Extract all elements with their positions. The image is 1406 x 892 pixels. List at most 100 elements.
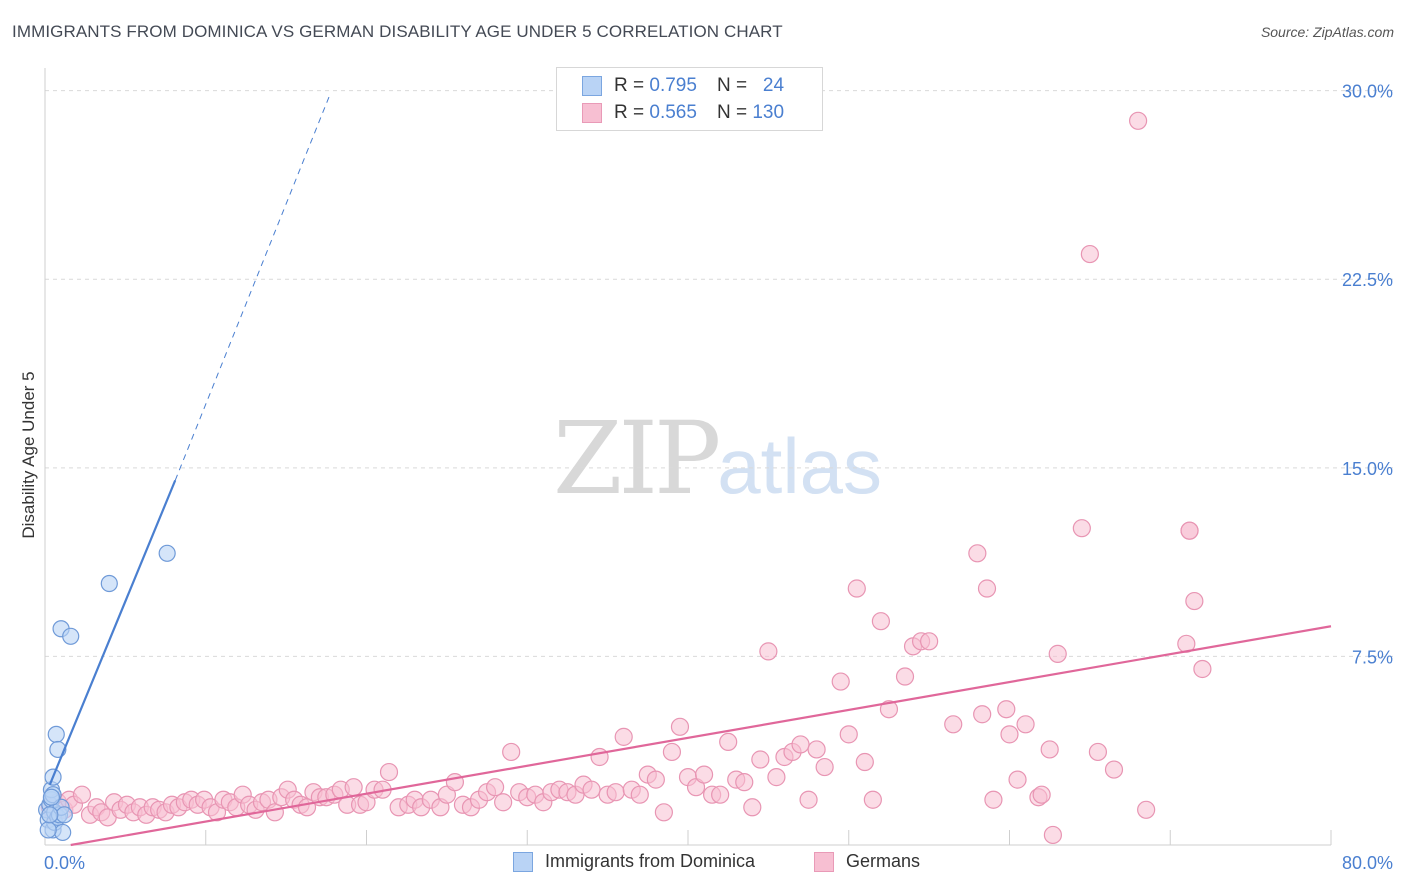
germans-point [694,765,714,784]
y-tick-label: 7.5% [1352,647,1393,667]
germans-point [1104,760,1124,779]
germans-point [807,740,826,759]
germans-point [1032,785,1051,804]
germans-point [1128,111,1148,130]
germans-point [1016,715,1035,734]
germans-point [630,785,649,804]
x-tick-label: 0.0% [44,853,85,873]
legend-item-label: Germans [846,851,921,871]
watermark: ZIPatlas [553,400,882,517]
legend-r-label: R = [614,102,645,123]
germans-point [1043,825,1063,845]
germans-point [614,727,633,746]
legend-swatch-blue [513,851,533,872]
germans-point [72,785,92,804]
germans-point [831,672,850,691]
legend-item-dominica: Immigrants from Dominica [513,851,755,872]
germans-point [968,544,987,563]
germans-point [815,757,834,777]
germans-points [40,111,1212,845]
legend-r-label: R = [614,75,645,96]
legend-row-dominica: R = 0.795 N = 24 [557,73,784,99]
legend-r-value: 0.795 [649,75,697,96]
germans-point [590,747,609,767]
germans-point [494,793,513,812]
germans-point [1008,770,1027,789]
legend-swatch-blue [582,76,602,96]
chart-title: IMMIGRANTS FROM DOMINICA VS GERMAN DISAB… [12,22,783,41]
x-tick-label: 80.0% [1342,853,1393,873]
germans-point [799,790,818,809]
germans-point [847,579,866,598]
watermark-zip: ZIP [553,400,721,517]
y-tick-label: 22.5% [1342,270,1393,290]
dominica-point [62,627,80,645]
dominica-point [100,574,118,593]
germans-point [751,750,770,769]
germans-point [379,762,399,782]
germans-point [735,773,754,792]
germans-point [1048,644,1067,663]
germans-point [977,579,997,598]
germans-point [944,715,963,734]
legend-n-label: N = [716,102,748,123]
germans-point [486,778,505,797]
legend-r-value: 0.565 [649,102,697,123]
germans-point [767,768,786,787]
trend-lines [48,95,1332,847]
germans-point [582,780,601,799]
germans-point [344,778,363,797]
germans-point [1040,740,1059,759]
y-axis-label: Disability Age Under 5 [19,371,38,538]
germans-point [743,798,762,817]
legend-swatch-pink [582,103,602,123]
germans-point [839,725,858,744]
germans-point [1088,742,1108,762]
legend-item-label: Immigrants from Dominica [545,851,756,871]
germans-point [606,783,625,802]
germans-point [646,770,665,789]
germans-point [662,742,682,762]
dominica-trend-extension [174,95,330,481]
germans-point [920,632,939,651]
germans-point [1193,659,1212,679]
germans-point [759,642,778,661]
germans-point [654,803,673,822]
legend-item-germans: Germans [814,851,920,872]
source-note: Source: ZipAtlas.com [1260,24,1394,40]
germans-point [711,785,730,804]
germans-point [791,735,810,754]
dominica-point [42,788,61,806]
tick-labels: 7.5% 15.0% 22.5% 30.0% 0.0% 80.0% [44,82,1393,873]
germans-point [879,700,899,719]
legend-n-value: 130 [752,102,785,123]
legend-swatch-pink [814,851,834,872]
germans-trend-line [70,625,1332,847]
germans-point [895,667,915,686]
germans-point [1072,519,1091,538]
germans-point [997,700,1016,719]
y-tick-label: 15.0% [1342,459,1393,479]
germans-point [871,612,891,631]
germans-point [670,717,690,736]
y-tick-label: 30.0% [1342,82,1393,102]
germans-point [863,790,882,809]
dominica-points [38,544,176,842]
germans-point [1180,521,1199,540]
dominica-point [39,821,57,839]
watermark-atlas: atlas [717,422,883,510]
correlation-legend: R = 0.795 N = 24 R = 0.565 N = 130 [556,67,823,131]
dominica-point [47,725,65,743]
legend-n-label: N = [716,75,748,96]
dominica-trend-line [48,479,177,786]
germans-point [1080,244,1099,264]
legend-n-value: 24 [762,75,785,96]
dominica-point [41,806,59,824]
germans-point [1185,591,1204,611]
series-legend: Immigrants from Dominica Germans [0,851,1406,877]
axes [44,68,1332,846]
germans-point [1000,725,1019,744]
germans-point [973,705,992,724]
germans-point [1137,800,1156,819]
